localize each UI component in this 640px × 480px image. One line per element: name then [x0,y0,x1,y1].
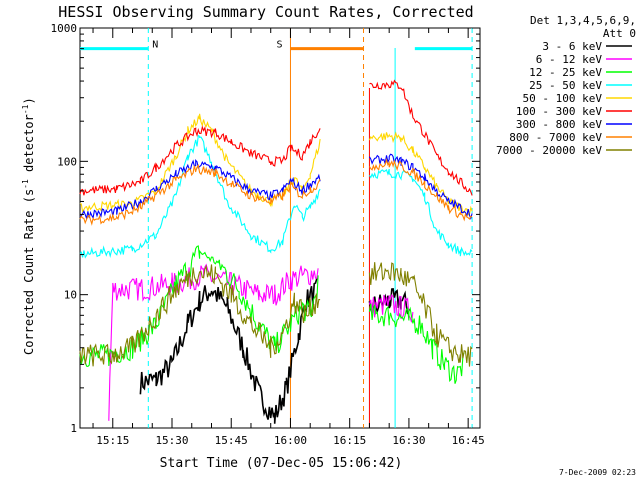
y-tick-label: 1 [70,422,77,435]
series-line [79,134,473,259]
x-tick-label: 16:30 [392,434,425,447]
plot-frame [79,27,481,429]
x-axis-label: Start Time (07-Dec-05 15:06:42) [160,456,403,471]
series-line [79,153,473,221]
legend-entry-label: 300 - 800 keV [516,118,602,131]
chart-title: HESSI Observing Summary Count Rates, Cor… [58,3,473,21]
x-tick-label: 16:15 [333,434,366,447]
legend-entry-label: 100 - 300 keV [516,105,602,118]
legend-entry-label: 3 - 6 keV [542,40,602,53]
legend-entry-label: 50 - 100 keV [523,92,603,105]
series-line [79,245,465,384]
flag-s-label: S [276,40,282,51]
y-tick-label: 10 [64,289,77,302]
y-axis-label: Corrected Count Rate (s-1 detector-1) [21,97,36,355]
x-tick-label: 16:45 [452,434,485,447]
series-line [79,79,473,196]
y-tick-label: 100 [57,155,77,168]
legend-entry-label: 7000 - 20000 keV [496,144,602,157]
series-line [139,277,410,424]
series-line [108,263,414,421]
plot-area [79,27,481,429]
series-line [79,262,473,367]
legend-entry-label: 12 - 25 keV [529,66,602,79]
legend-entry-label: 800 - 7000 keV [509,131,602,144]
legend-entry-label: 6 - 12 keV [536,53,603,66]
x-tick-label: 15:15 [96,434,129,447]
flag-n-label: N [152,40,158,51]
legend-header-detectors: Det 1,3,4,5,6,9, [530,14,636,27]
generation-timestamp: 7-Dec-2009 02:23 [559,468,636,477]
x-tick-label: 16:00 [274,434,307,447]
x-tick-label: 15:45 [215,434,248,447]
axes: 1 10 100 1000 15:15 15:30 15:45 16:00 16:15 16:30… [51,22,485,447]
y-tick-label: 1000 [51,22,78,35]
legend-entry-label: 25 - 50 keV [529,79,602,92]
legend-header-attenuator: Att 0 [603,27,636,40]
series-line [79,158,473,226]
x-tick-label: 15:30 [155,434,188,447]
series-group [79,79,473,424]
